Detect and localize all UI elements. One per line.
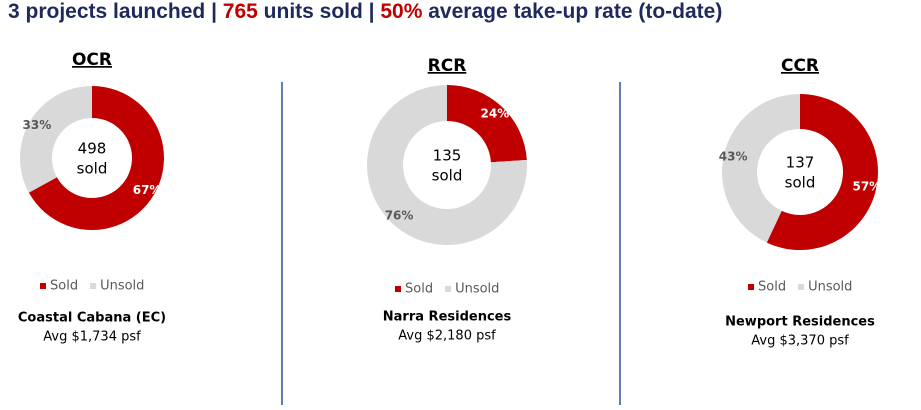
legend-swatch <box>90 283 97 289</box>
value-label: 76% <box>385 209 414 223</box>
legend-label: Sold <box>50 279 78 294</box>
donut-slice <box>367 85 527 245</box>
donut-slice <box>447 85 527 163</box>
headline-part: 765 <box>222 0 258 23</box>
project-price: Avg $3,370 psf <box>751 334 849 349</box>
headline-part: units sold | <box>257 0 381 23</box>
legend-swatch <box>798 284 805 290</box>
project-name: Coastal Cabana (EC) <box>18 311 166 326</box>
project-price: Avg $1,734 psf <box>43 330 141 345</box>
value-label: 43% <box>719 150 748 164</box>
headline: 3 projects launched | 765 units sold | 5… <box>8 0 722 24</box>
legend-swatch <box>445 286 452 292</box>
center-label: 135 <box>433 147 462 165</box>
chart-title: CCR <box>781 56 819 76</box>
donut-slice <box>28 86 164 230</box>
legend-swatch <box>395 286 401 292</box>
value-label: 57% <box>852 179 881 193</box>
value-label: 67% <box>133 183 162 197</box>
legend-swatch <box>40 283 46 289</box>
value-label: 33% <box>23 118 52 132</box>
headline-part: average take-up rate (to-date) <box>422 0 723 23</box>
center-label: sold <box>785 174 816 192</box>
value-label: 24% <box>481 106 510 120</box>
legend-label: Unsold <box>455 282 499 297</box>
headline-part: 3 <box>8 0 20 23</box>
center-label: 137 <box>786 154 815 172</box>
donut-slice <box>19 86 93 193</box>
legend-label: Sold <box>405 282 433 297</box>
center-label: sold <box>432 167 463 185</box>
chart-title: OCR <box>72 50 112 70</box>
donut-slice <box>722 94 800 243</box>
legend-label: Unsold <box>100 279 144 294</box>
headline-part: projects launched | <box>19 0 223 23</box>
center-label: 498 <box>78 140 107 158</box>
legend-label: Unsold <box>808 280 852 295</box>
project-name: Newport Residences <box>725 315 875 330</box>
legend-label: Sold <box>758 280 786 295</box>
center-label: sold <box>77 160 108 178</box>
headline-part: 50% <box>380 0 423 23</box>
project-price: Avg $2,180 psf <box>398 329 496 344</box>
project-name: Narra Residences <box>383 310 512 325</box>
legend-swatch <box>748 284 754 290</box>
chart-title: RCR <box>428 56 467 76</box>
donut-slice <box>766 94 878 250</box>
